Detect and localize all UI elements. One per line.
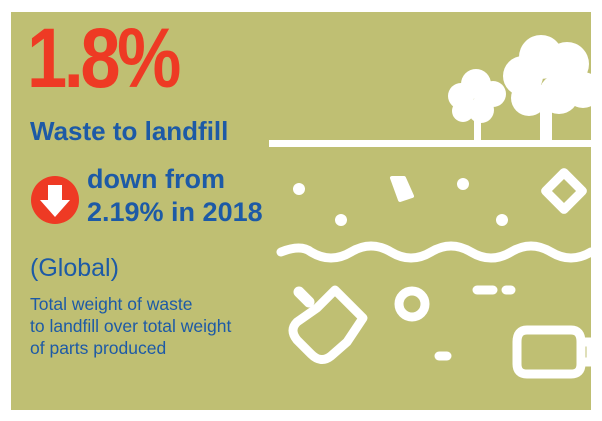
landfill-stat-card: 1.8% Waste to landfill down from 2.19% i… (11, 12, 591, 410)
change-line-1: down from (87, 164, 225, 194)
arrow-down-circle-icon (31, 176, 79, 224)
ground-line (269, 140, 591, 147)
description-line-1: Total weight of waste (30, 294, 193, 314)
landfill-debris-icon (276, 168, 591, 379)
stat-value: 1.8% (27, 12, 181, 105)
region-label: (Global) (30, 254, 119, 282)
stat-description: Total weight of waste to landfill over t… (30, 293, 270, 359)
description-line-2: to landfill over total weight (30, 316, 232, 336)
trees-icon (448, 35, 591, 142)
change-text: down from 2.19% in 2018 (87, 163, 263, 229)
description-line-3: of parts produced (30, 338, 167, 358)
stat-headline: Waste to landfill (30, 116, 229, 146)
landfill-illustration (269, 35, 591, 379)
change-line-2: 2.19% in 2018 (87, 197, 263, 227)
